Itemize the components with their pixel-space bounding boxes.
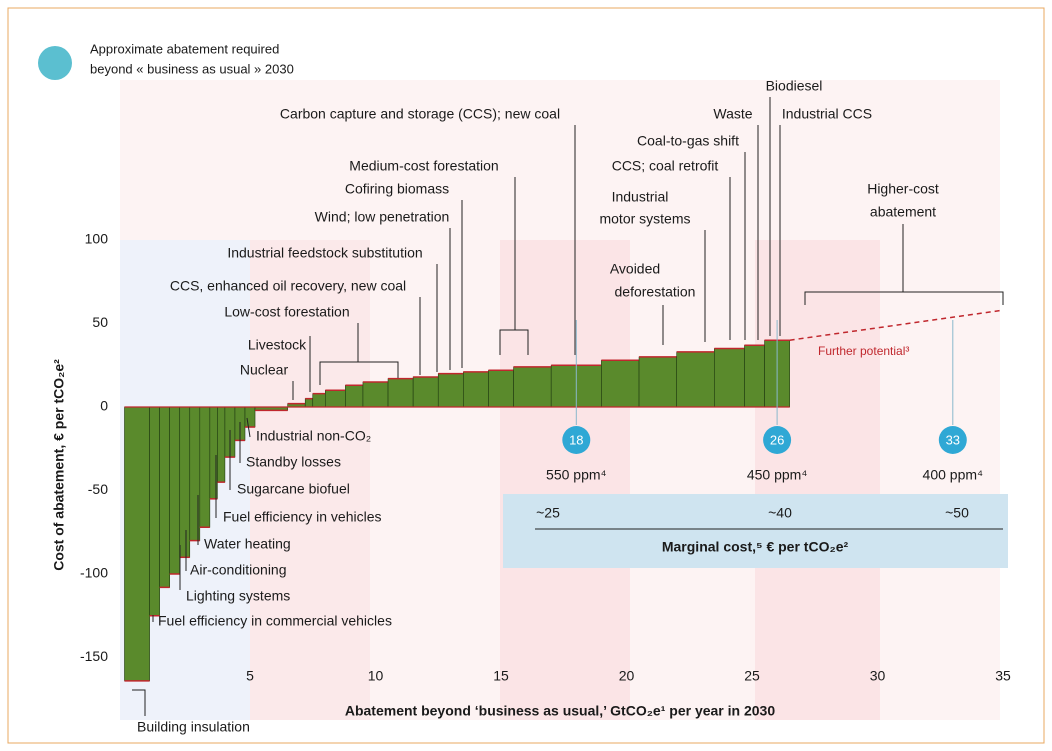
bar — [304, 398, 314, 408]
background-band — [500, 240, 630, 720]
annotation: Standby losses — [246, 454, 341, 470]
annotation: Low-cost forestation — [224, 304, 349, 320]
bar — [244, 406, 256, 428]
annotation: Carbon capture and storage (CCS); new co… — [280, 106, 560, 122]
y-tick-label: -50 — [88, 481, 108, 497]
target-value: 18 — [569, 432, 583, 447]
leader-line — [319, 323, 399, 385]
further-potential-label: Further potential³ — [818, 344, 909, 358]
leader-line — [132, 689, 146, 716]
annotation: CCS; coal retrofit — [612, 158, 719, 174]
y-tick-label: 0 — [100, 398, 108, 414]
legend-text: beyond « business as usual » 2030 — [90, 61, 294, 76]
target-label: 450 ppm⁴ — [747, 467, 808, 483]
x-tick-label: 30 — [870, 668, 886, 684]
bar — [199, 406, 211, 528]
bar — [149, 406, 160, 617]
bar — [362, 381, 389, 408]
x-tick-label: 20 — [619, 668, 635, 684]
bar — [412, 376, 439, 408]
marginal-cost-label: ~25 — [536, 505, 560, 521]
leader-line — [804, 224, 1004, 305]
y-tick-label: 50 — [92, 314, 108, 330]
bar — [463, 371, 489, 408]
bar — [124, 406, 150, 682]
legend-swatch — [38, 46, 72, 80]
annotation: Industrial non-CO₂ — [256, 428, 371, 444]
target-marker — [938, 426, 967, 454]
annotation: Industrial CCS — [782, 106, 872, 122]
annotation: Coal-to-gas shift — [637, 133, 739, 149]
x-tick-label: 25 — [744, 668, 760, 684]
bar — [312, 393, 326, 408]
background-band — [250, 240, 370, 720]
bar — [169, 406, 181, 575]
annotation: Nuclear — [240, 362, 289, 378]
target-marker — [763, 426, 792, 454]
bar — [179, 406, 191, 558]
annotation: Biodiesel — [766, 78, 823, 94]
x-tick-label: 15 — [493, 668, 509, 684]
target-value: 26 — [770, 432, 784, 447]
bar — [638, 356, 677, 408]
x-tick-label: 35 — [995, 668, 1011, 684]
annotation: Fuel efficiency in vehicles — [223, 509, 381, 525]
annotation: Medium-cost forestation — [349, 158, 498, 174]
legend-text: Approximate abatement required — [90, 41, 279, 56]
bar — [513, 366, 552, 408]
x-tick-label: 5 — [246, 668, 254, 684]
target-label: 400 ppm⁴ — [923, 467, 984, 483]
annotation: Higher-cost — [867, 181, 939, 197]
marginal-cost-label: ~50 — [945, 505, 969, 521]
annotation: deforestation — [615, 284, 696, 300]
y-tick-label: 100 — [85, 231, 109, 247]
annotation: Industrial — [612, 189, 669, 205]
bar — [744, 344, 765, 408]
annotation: Lighting systems — [186, 588, 290, 604]
marginal-cost-box — [503, 494, 1008, 568]
bar — [601, 359, 640, 408]
y-tick-label: -100 — [80, 565, 108, 581]
bar — [217, 406, 226, 483]
bar — [324, 389, 346, 408]
annotation: motor systems — [599, 211, 690, 227]
x-tick-label: 10 — [368, 668, 384, 684]
annotation: Fuel efficiency in commercial vehicles — [158, 613, 392, 629]
bar — [345, 384, 364, 408]
background-band — [755, 240, 880, 720]
annotation: Wind; low penetration — [315, 209, 450, 225]
annotation: Sugarcane biofuel — [237, 481, 350, 497]
annotation: Building insulation — [137, 719, 250, 735]
annotation: Air-conditioning — [190, 562, 287, 578]
bar — [676, 351, 715, 408]
annotation: Cofiring biomass — [345, 181, 449, 197]
bar — [387, 378, 414, 408]
leader-line — [499, 177, 529, 355]
target-value: 33 — [946, 432, 960, 447]
annotation: Water heating — [204, 536, 291, 552]
annotation: Livestock — [248, 337, 307, 353]
leader-line — [246, 417, 251, 438]
annotation: abatement — [870, 204, 936, 220]
marginal-cost-label: ~40 — [768, 505, 792, 521]
annotation: Waste — [713, 106, 752, 122]
annotation: Avoided — [610, 261, 660, 277]
bar — [714, 348, 745, 408]
bar — [488, 369, 514, 408]
target-marker — [562, 426, 591, 454]
y-tick-label: -150 — [80, 648, 108, 664]
bar — [437, 373, 464, 408]
marginal-cost-title: Marginal cost,⁵ € per tCO₂e² — [662, 539, 849, 555]
annotation: CCS, enhanced oil recovery, new coal — [170, 278, 406, 294]
y-axis-title: Cost of abatement, € per tCO₂e² — [51, 359, 67, 571]
target-label: 550 ppm⁴ — [546, 467, 607, 483]
x-axis-title: Abatement beyond ‘business as usual,’ Gt… — [345, 703, 775, 719]
annotation: Industrial feedstock substitution — [227, 245, 422, 261]
bar — [159, 406, 170, 588]
